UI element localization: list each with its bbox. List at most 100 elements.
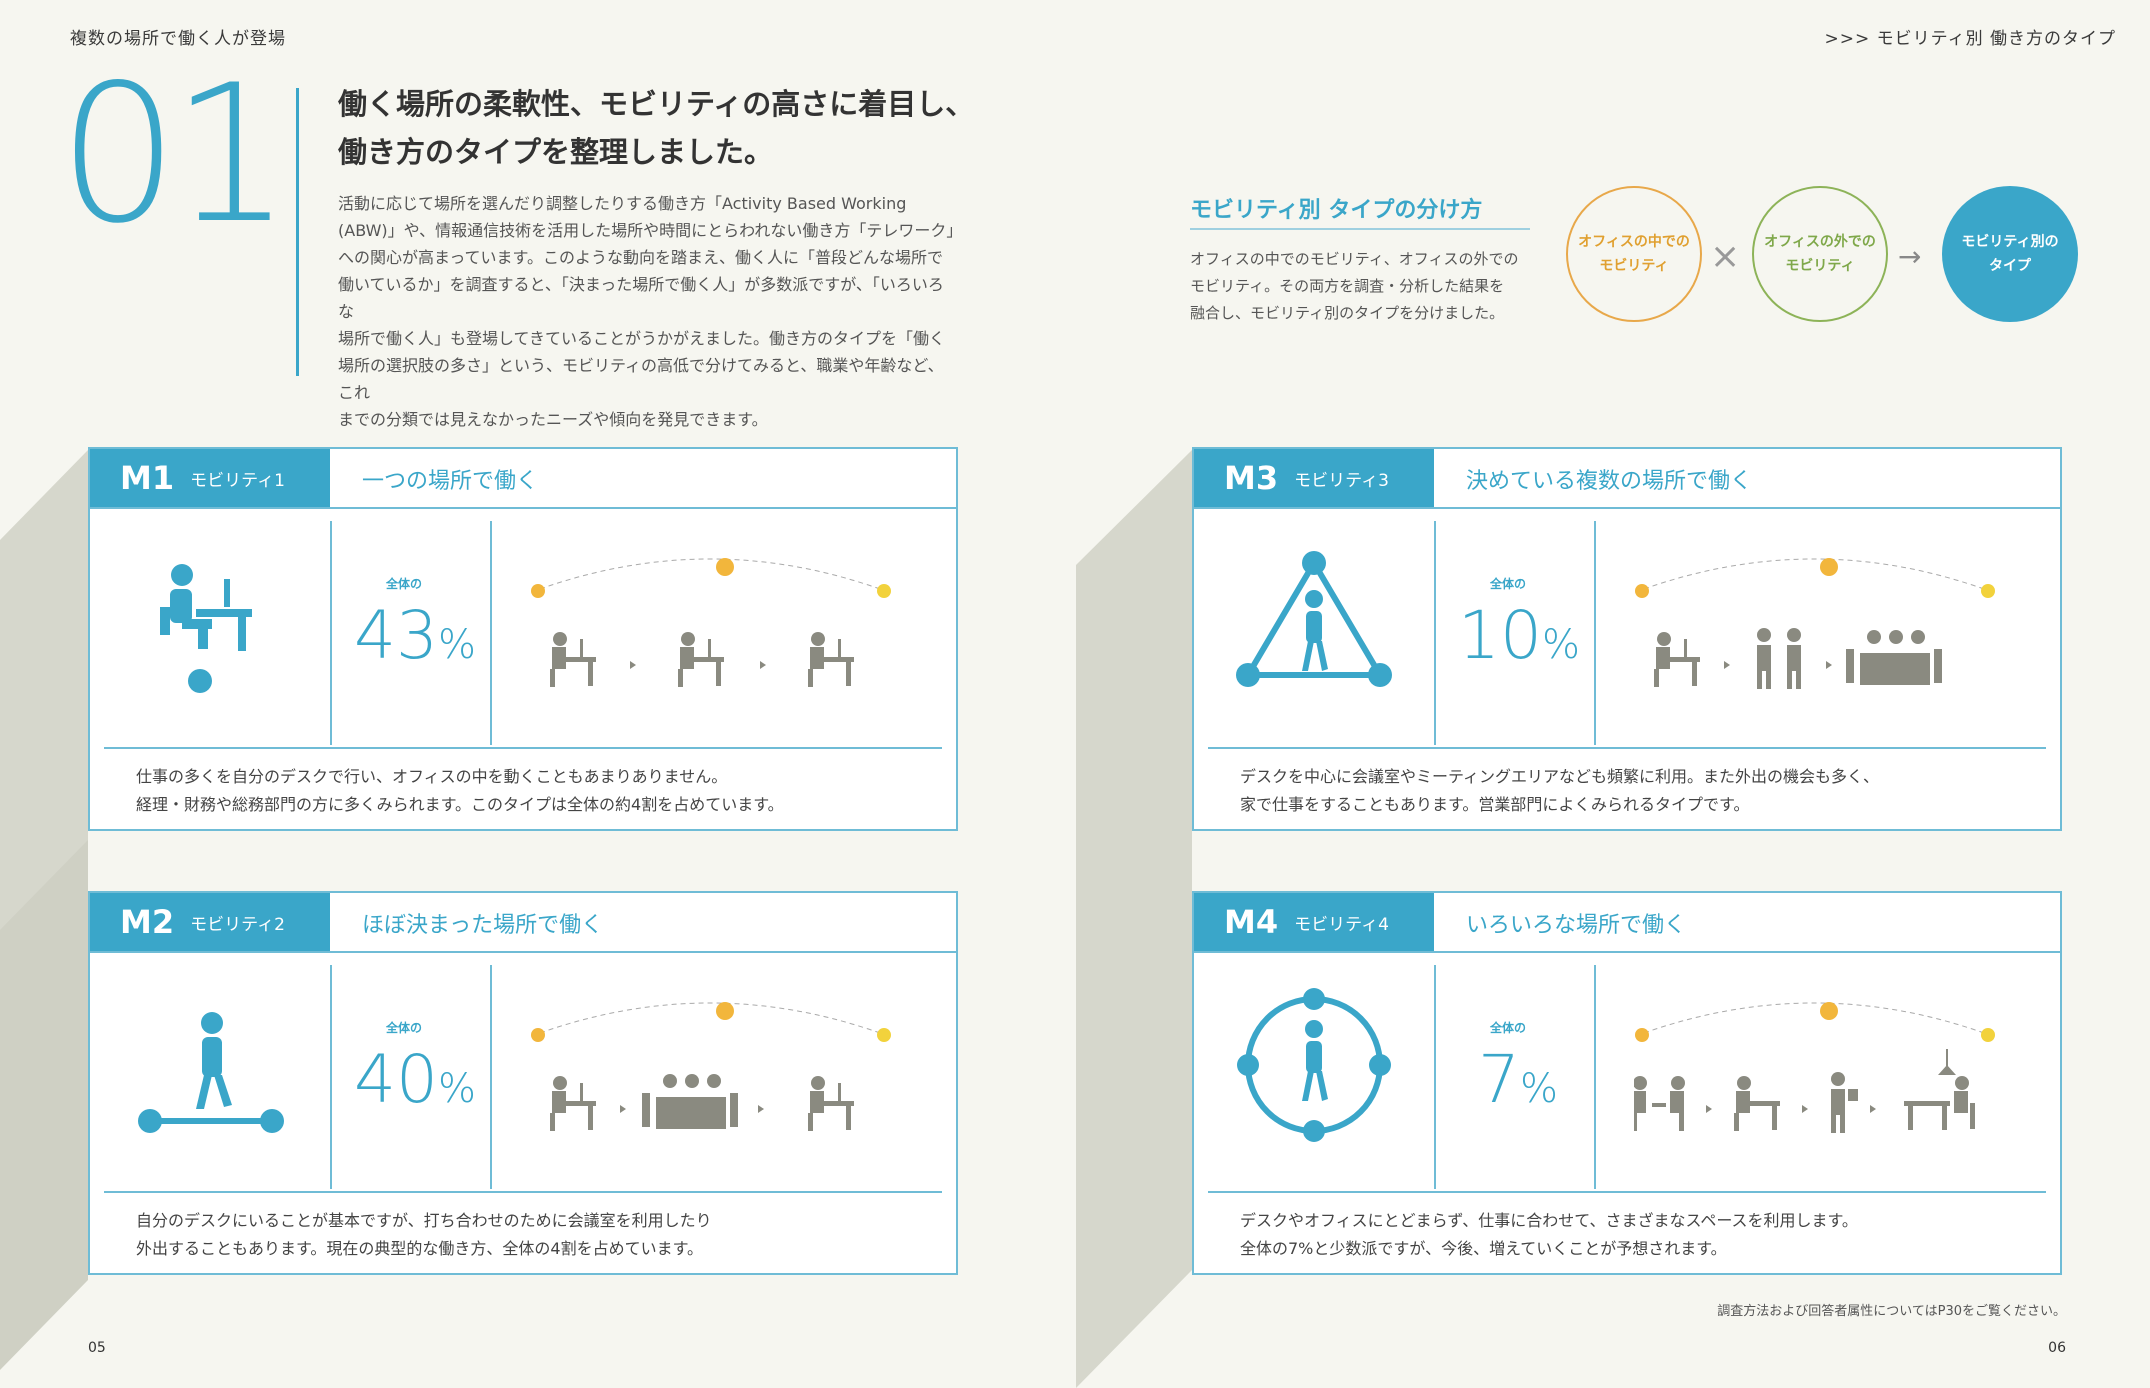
- intro-line: (ABW)」や、情報通信技術を活用した場所や時間にとらわれない働き方「テレワーク…: [338, 221, 963, 240]
- intro-line: への関心が高まっています。このような動向を踏まえ、働く人に「普段どんな場所で: [338, 248, 943, 267]
- sun-icon: [1820, 1002, 1838, 1020]
- card-code: M2: [120, 903, 175, 941]
- arrow-icon: [760, 661, 766, 669]
- intro-line: 働いているか」を調査すると、「決まった場所で働く人」が多数派ですが、「いろいろな: [338, 275, 944, 321]
- arrow-icon: [1826, 661, 1832, 669]
- moon-icon: [1981, 584, 1995, 598]
- two-people-standing-icon: [1757, 628, 1801, 689]
- card-description: デスクを中心に会議室やミーティングエリアなども頻繁に利用。また外出の機会も多く、…: [1240, 763, 1879, 819]
- percent-label: 全体の: [1490, 577, 1527, 591]
- circle-line: モビリティ別の: [1961, 234, 2059, 250]
- sunrise-icon: [531, 584, 545, 598]
- card-desc-line: 経理・財務や総務部門の方に多くみられます。このタイプは全体の約4割を占めています…: [136, 795, 784, 814]
- circle-line: オフィスの外での: [1764, 234, 1876, 250]
- card-header-badge: M3 モビリティ3: [1194, 449, 1434, 507]
- divider: [90, 951, 956, 953]
- card-m3: M3 モビリティ3 決めている複数の場所で働く 全体の 10% デスクを中心に会…: [1192, 447, 2062, 831]
- divider: [1434, 521, 1436, 745]
- divider: [490, 965, 492, 1189]
- desk-worker-icon: [550, 1076, 596, 1131]
- desk-worker-icon: [550, 632, 596, 687]
- divider: [330, 521, 332, 745]
- circle-line: モビリティ: [1785, 258, 1855, 274]
- card-description: デスクやオフィスにとどまらず、仕事に合わせて、さまざまなスペースを利用します。 …: [1240, 1207, 1858, 1263]
- divider: [104, 747, 942, 749]
- percent-sign: %: [437, 622, 476, 668]
- mobility-desc-line: 融合し、モビリティ別のタイプを分けました。: [1190, 304, 1505, 322]
- card-title: いろいろな場所で働く: [1466, 913, 1687, 938]
- headline-line-1: 働く場所の柔軟性、モビリティの高さに着目し、: [338, 87, 975, 121]
- arrow-icon: [1802, 1105, 1808, 1113]
- circle-mobility-type: モビリティ別の タイプ: [1942, 186, 2078, 322]
- desk-worker-icon: [808, 1076, 854, 1131]
- arrow-icon: [1870, 1105, 1876, 1113]
- divider: [1594, 965, 1596, 1189]
- card-m1: M1 モビリティ1 一つの場所で働く 全体の 43% 仕事の多くを自分のデスクで…: [88, 447, 958, 831]
- card-desc-line: 全体の7%と少数派ですが、今後、増えていくことが予想されます。: [1240, 1239, 1727, 1258]
- circle-outside-office-mobility: オフィスの外での モビリティ: [1752, 186, 1888, 322]
- card-title: 決めている複数の場所で働く: [1466, 469, 1753, 494]
- moon-icon: [877, 1028, 891, 1042]
- arrow-icon: [1724, 661, 1730, 669]
- person-walking-line-icon: [138, 1012, 284, 1133]
- card-header-badge: M4 モビリティ4: [1194, 893, 1434, 951]
- mobility-desc-line: モビリティ。その両方を調査・分析した結果を: [1190, 277, 1505, 295]
- percent-sign: %: [437, 1066, 476, 1112]
- sun-icon: [1820, 558, 1838, 576]
- divider: [1594, 521, 1596, 745]
- card-description: 仕事の多くを自分のデスクで行い、オフィスの中を動くこともあまりありません。 経理…: [136, 763, 784, 819]
- card-title: ほぼ決まった場所で働く: [362, 913, 604, 938]
- card-subtitle: モビリティ1: [190, 470, 285, 491]
- headline: 働く場所の柔軟性、モビリティの高さに着目し、 働き方のタイプを整理しました。: [338, 80, 978, 176]
- divider: [1434, 965, 1436, 1189]
- percent-value: 40%: [354, 1041, 476, 1118]
- person-at-desk-icon: [160, 564, 252, 693]
- meeting-icon: [642, 1074, 738, 1129]
- footnote: 調査方法および回答者属性についてはP30をご覧ください。: [1717, 1304, 2066, 1319]
- vertical-divider: [296, 88, 299, 376]
- card-subtitle: モビリティ4: [1294, 914, 1389, 935]
- divider: [1194, 951, 2060, 953]
- desk-worker-icon: [808, 632, 854, 687]
- page-number-left: 05: [88, 1340, 106, 1356]
- meeting-icon: [1846, 630, 1942, 685]
- card-description: 自分のデスクにいることが基本ですが、打ち合わせのために会議室を利用したり 外出す…: [136, 1207, 712, 1263]
- card-code: M3: [1224, 459, 1279, 497]
- desk-worker-icon: [678, 632, 724, 687]
- moon-icon: [877, 584, 891, 598]
- running-header-left: 複数の場所で働く人が登場: [70, 29, 286, 49]
- intro-line: までの分類では見えなかったニーズや傾向を発見できます。: [338, 410, 768, 429]
- sun-icon: [716, 558, 734, 576]
- section-number: 01: [58, 44, 292, 265]
- percent-sign: %: [1541, 622, 1580, 668]
- card-desc-line: 仕事の多くを自分のデスクで行い、オフィスの中を動くこともあまりありません。: [136, 767, 728, 786]
- person-triangle-icon: [1236, 551, 1392, 687]
- intro-line: 場所の選択肢の多さ」という、モビリティの高低で分けてみると、職業や年齢など、これ: [338, 356, 944, 402]
- intro-line: 場所で働く人」も登場してきていることがうかがえました。働き方のタイプを「働く: [338, 329, 946, 348]
- card-desc-line: デスクを中心に会議室やミーティングエリアなども頻繁に利用。また外出の機会も多く、: [1240, 767, 1880, 786]
- arrow-icon: [1706, 1105, 1712, 1113]
- percent-value: 7%: [1478, 1041, 1558, 1118]
- circle-line: モビリティ: [1599, 258, 1669, 274]
- home-worker-icon: [1904, 1049, 1975, 1130]
- card-subtitle: モビリティ3: [1294, 470, 1389, 491]
- headline-line-2: 働き方のタイプを整理しました。: [338, 135, 774, 169]
- daytime-illustration: [1635, 558, 1995, 689]
- circle-inside-office-mobility: オフィスの中での モビリティ: [1566, 186, 1702, 322]
- circle-line: オフィスの中での: [1578, 234, 1690, 250]
- arrow-icon: [630, 661, 636, 669]
- percent-number: 7: [1478, 1041, 1520, 1118]
- card-subtitle: モビリティ2: [190, 914, 285, 935]
- arrow-right-icon: →: [1898, 240, 1922, 273]
- daytime-illustration: [1634, 1002, 1995, 1133]
- arrow-icon: [620, 1105, 626, 1113]
- card-header-badge: M1 モビリティ1: [90, 449, 330, 507]
- card-header-badge: M2 モビリティ2: [90, 893, 330, 951]
- sunrise-icon: [531, 1028, 545, 1042]
- circle-line: タイプ: [1988, 258, 2031, 274]
- percent-value: 10%: [1458, 597, 1580, 674]
- daytime-illustration: [531, 1002, 891, 1131]
- running-header-right: >>> モビリティ別 働き方のタイプ: [1824, 29, 2116, 49]
- moon-icon: [1981, 1028, 1995, 1042]
